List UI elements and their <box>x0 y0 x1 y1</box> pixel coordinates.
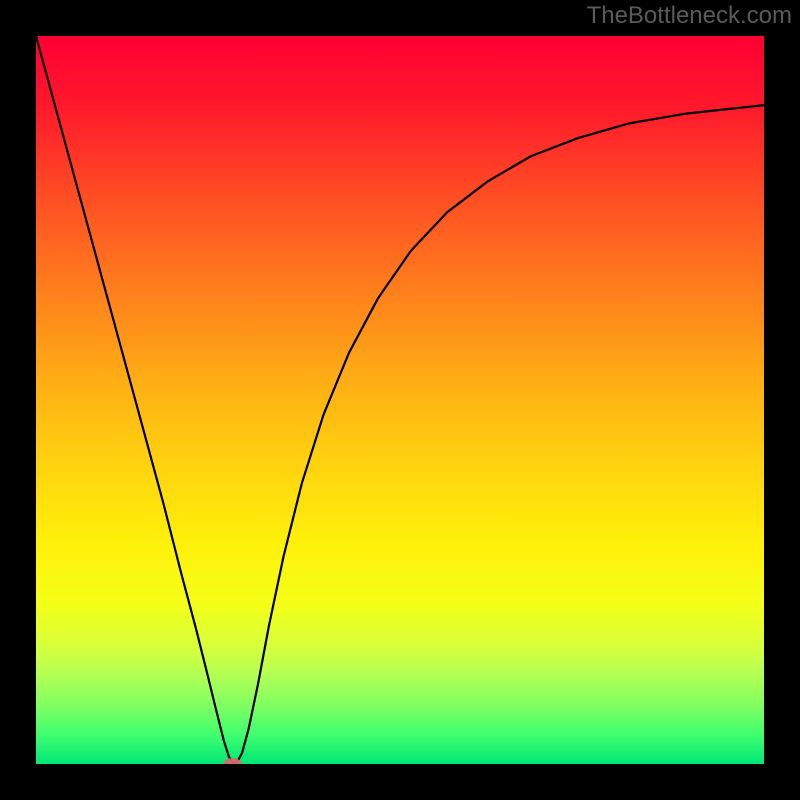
chart-frame: TheBottleneck.com <box>0 0 800 800</box>
bottleneck-chart <box>36 36 764 764</box>
chart-background <box>36 36 764 764</box>
watermark-text: TheBottleneck.com <box>587 2 792 30</box>
